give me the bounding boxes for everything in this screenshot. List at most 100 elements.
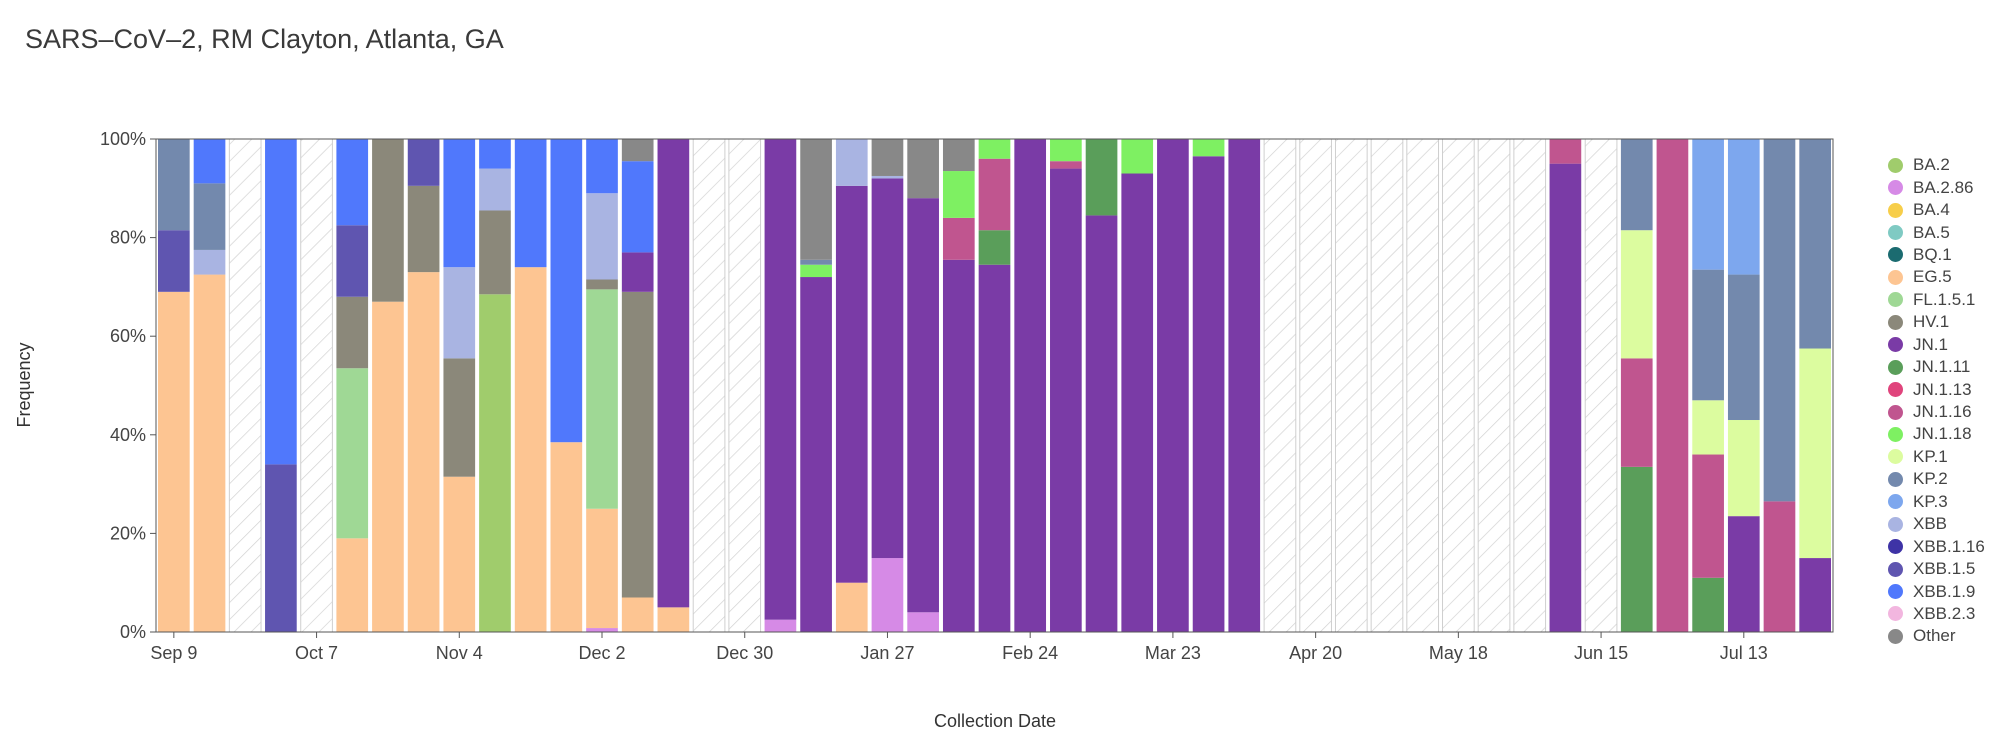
bar-segment[interactable]	[835, 582, 868, 632]
bar-segment[interactable]	[657, 139, 690, 608]
bar-segment[interactable]	[479, 210, 511, 295]
bar-segment[interactable]	[265, 464, 297, 632]
bar-segment[interactable]	[1763, 501, 1796, 632]
legend-item[interactable]: XBB	[1888, 513, 1985, 535]
bar-segment[interactable]	[1192, 156, 1225, 632]
bar-segment[interactable]	[586, 508, 618, 629]
bar-segment[interactable]	[1620, 358, 1653, 467]
bar-segment[interactable]	[336, 296, 369, 369]
bar-segment[interactable]	[443, 476, 476, 632]
bar-segment[interactable]	[1121, 139, 1154, 174]
bar-segment[interactable]	[764, 139, 797, 620]
legend-item[interactable]: BA.5	[1888, 221, 1985, 243]
bar-segment[interactable]	[1085, 215, 1118, 633]
bar-segment[interactable]	[1050, 139, 1082, 162]
bar-segment[interactable]	[1727, 139, 1760, 275]
bar-segment[interactable]	[871, 558, 904, 632]
bar-segment[interactable]	[514, 139, 547, 268]
bar-segment[interactable]	[1656, 139, 1689, 632]
bar-segment[interactable]	[193, 139, 226, 184]
bar-segment[interactable]	[907, 198, 939, 613]
bar-segment[interactable]	[978, 230, 1011, 265]
bar-segment[interactable]	[657, 607, 690, 632]
bar-segment[interactable]	[835, 185, 868, 583]
legend-item[interactable]: BA.2.86	[1888, 176, 1985, 198]
bar-segment[interactable]	[514, 267, 547, 632]
bar-segment[interactable]	[764, 619, 797, 632]
bar-segment[interactable]	[800, 277, 832, 632]
legend-item[interactable]: KP.3	[1888, 491, 1985, 513]
bar-segment[interactable]	[1692, 269, 1724, 401]
bar-segment[interactable]	[1799, 348, 1831, 559]
bar-segment[interactable]	[336, 538, 369, 632]
bar-segment[interactable]	[871, 175, 904, 179]
bar-segment[interactable]	[621, 291, 654, 598]
bar-segment[interactable]	[443, 139, 476, 268]
bar-segment[interactable]	[443, 267, 476, 359]
bar-segment[interactable]	[1727, 516, 1760, 632]
legend-item[interactable]: JN.1	[1888, 334, 1985, 356]
bar-segment[interactable]	[443, 358, 476, 477]
bar-segment[interactable]	[372, 139, 404, 302]
bar-segment[interactable]	[1050, 168, 1082, 632]
bar-segment[interactable]	[193, 249, 226, 275]
bar-segment[interactable]	[158, 230, 190, 292]
bar-segment[interactable]	[1692, 577, 1724, 632]
bar-segment[interactable]	[586, 279, 618, 290]
bar-segment[interactable]	[1549, 163, 1582, 632]
legend-item[interactable]: FL.1.5.1	[1888, 289, 1985, 311]
legend-item[interactable]: JN.1.18	[1888, 423, 1985, 445]
bar-segment[interactable]	[407, 185, 440, 273]
bar-segment[interactable]	[586, 628, 618, 632]
bar-segment[interactable]	[1620, 466, 1653, 632]
legend-item[interactable]: XBB.1.16	[1888, 535, 1985, 557]
bar-segment[interactable]	[1692, 400, 1724, 455]
bar-segment[interactable]	[158, 291, 190, 632]
legend-item[interactable]: BA.2	[1888, 154, 1985, 176]
bar-segment[interactable]	[1799, 139, 1831, 349]
bar-segment[interactable]	[942, 139, 975, 172]
bar-segment[interactable]	[265, 139, 297, 465]
bar-segment[interactable]	[871, 139, 904, 176]
bar-segment[interactable]	[800, 139, 832, 260]
bar-segment[interactable]	[1799, 558, 1831, 632]
legend-item[interactable]: EG.5	[1888, 266, 1985, 288]
bar-segment[interactable]	[1620, 230, 1653, 359]
bar-segment[interactable]	[978, 158, 1011, 231]
bar-segment[interactable]	[835, 139, 868, 186]
bar-segment[interactable]	[586, 193, 618, 280]
bar-segment[interactable]	[621, 139, 654, 162]
legend-item[interactable]: KP.1	[1888, 446, 1985, 468]
bar-segment[interactable]	[1727, 420, 1760, 517]
bar-segment[interactable]	[1692, 139, 1724, 270]
bar-segment[interactable]	[336, 139, 369, 226]
bar-segment[interactable]	[336, 225, 369, 297]
bar-segment[interactable]	[1192, 139, 1225, 157]
bar-segment[interactable]	[1727, 274, 1760, 421]
legend-item[interactable]: HV.1	[1888, 311, 1985, 333]
bar-segment[interactable]	[942, 217, 975, 260]
bar-segment[interactable]	[1085, 139, 1118, 216]
legend-item[interactable]: XBB.2.3	[1888, 603, 1985, 625]
bar-segment[interactable]	[978, 139, 1011, 159]
bar-segment[interactable]	[621, 597, 654, 632]
bar-segment[interactable]	[193, 183, 226, 250]
bar-segment[interactable]	[621, 252, 654, 292]
bar-segment[interactable]	[1014, 139, 1047, 632]
bar-segment[interactable]	[407, 139, 440, 186]
bar-segment[interactable]	[1050, 161, 1082, 169]
bar-segment[interactable]	[550, 139, 583, 443]
bar-segment[interactable]	[1121, 173, 1154, 632]
bar-segment[interactable]	[1549, 139, 1582, 164]
legend-item[interactable]: JN.1.16	[1888, 401, 1985, 423]
bar-segment[interactable]	[800, 259, 832, 265]
bar-segment[interactable]	[372, 301, 404, 632]
bar-segment[interactable]	[479, 139, 511, 169]
bar-segment[interactable]	[942, 171, 975, 218]
bar-segment[interactable]	[586, 289, 618, 509]
bar-segment[interactable]	[479, 294, 511, 632]
legend-item[interactable]: BA.4	[1888, 199, 1985, 221]
bar-segment[interactable]	[550, 442, 583, 632]
bar-segment[interactable]	[158, 139, 190, 231]
bar-segment[interactable]	[621, 161, 654, 253]
